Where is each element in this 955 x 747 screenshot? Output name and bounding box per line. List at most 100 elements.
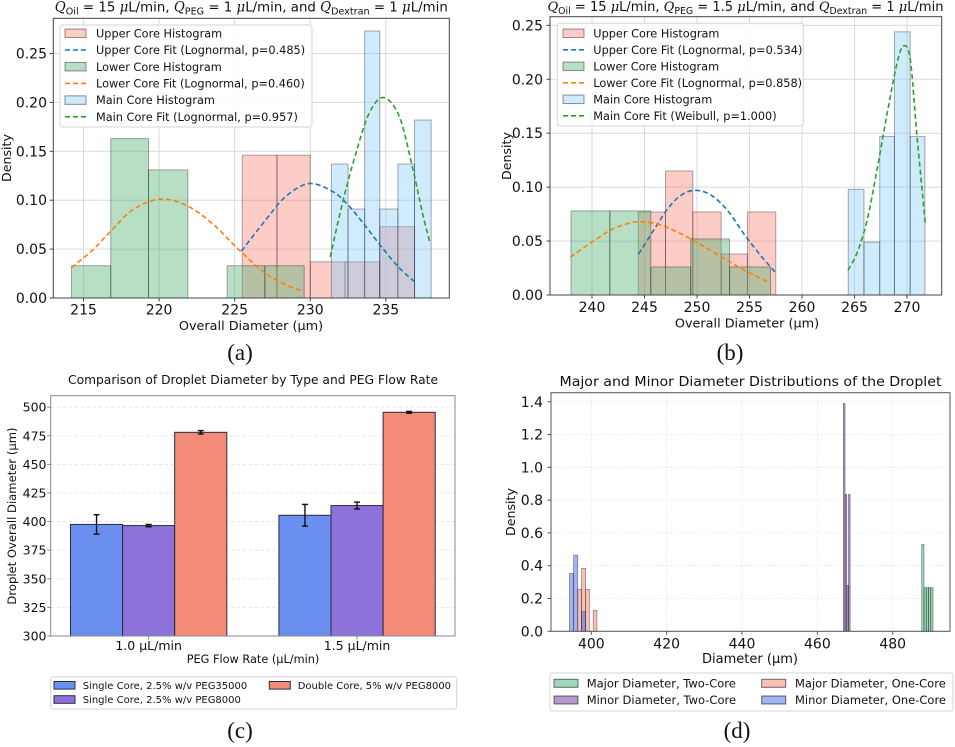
y-tick-label: 475 (23, 428, 47, 443)
bar (122, 525, 176, 637)
x-tick-label: 270 (894, 300, 921, 316)
y-axis: 300 325 350 375 400 425 450 475 500 (23, 400, 51, 644)
y-tick-label: 0.05 (16, 242, 47, 258)
y-tick-label: 0.10 (512, 180, 543, 196)
x-tick-label: 250 (684, 300, 711, 316)
x-tick-label: 255 (736, 300, 763, 316)
legend-label: Major Diameter, One-Core (795, 676, 946, 690)
y-tick-label: 0.15 (512, 126, 543, 142)
histogram-bar (585, 588, 590, 632)
histogram-bar (847, 188, 865, 296)
legend-patch (64, 28, 87, 39)
legend-item: Main Core Fit (Weibull, p=1.000) (563, 110, 777, 123)
fit-curve (569, 220, 771, 284)
title-segment: = 1 (867, 0, 899, 15)
bar-series-2 (174, 410, 436, 637)
x-tick-label: 235 (372, 303, 399, 319)
panel-caption: (b) (717, 340, 744, 365)
y-tick-label: 1.0 (521, 460, 543, 476)
legend-label: Lower Core Histogram (96, 61, 222, 74)
error-bar (93, 514, 100, 535)
y-axis: 0.00 0.05 0.10 0.15 0.20 0.25 (16, 47, 54, 307)
histogram-series (70, 138, 305, 299)
x-tick-label: 245 (631, 300, 658, 316)
chart-title: Comparison of Droplet Diameter by Type a… (68, 373, 438, 387)
histogram-bar (226, 265, 266, 299)
axes-frame (549, 16, 943, 296)
legend: Major Diameter, Two-Core Minor Diameter, … (549, 672, 954, 712)
histogram-bar (344, 261, 381, 299)
histogram-bar (848, 494, 851, 632)
legend-label: Main Core Histogram (96, 94, 215, 107)
legend-label: Single Core, 2.5% w/v PEG8000 (83, 695, 241, 706)
legend-patch (268, 681, 291, 690)
y-tick-label: 450 (23, 457, 47, 472)
x-tick-label: 260 (789, 300, 816, 316)
histogram-bar (637, 211, 667, 296)
axes-frame (550, 392, 951, 632)
title-segment: L/min, and (746, 0, 819, 15)
title-segment: L/min, (128, 0, 174, 16)
x-axis: 240 245 250 255 260 265 270 (579, 295, 921, 316)
title-subscript: PEG (185, 7, 204, 18)
title-segment: Q (548, 0, 559, 15)
legend-label: Lower Core Fit (Lognormal, p=0.858) (593, 77, 802, 90)
y-tick-label: 1.4 (521, 395, 543, 411)
title-subscript: Dextran (331, 7, 370, 18)
y-tick-label: 0.20 (16, 95, 47, 111)
x-axis-label: Overall Diameter (µm) (179, 319, 323, 334)
title-segment: μ (120, 0, 129, 16)
title-subscript: Dextran (830, 6, 868, 17)
title-segment: μ (237, 0, 246, 16)
y-tick-label: 0.00 (512, 288, 543, 304)
panel-caption: (c) (227, 718, 253, 743)
chart-title: QOil = 15 μL/min, QPEG = 1.5 μL/min, and… (548, 0, 944, 17)
panel-b: 240 245 250 255 260 265 270 0.00 0.05 0.10 0.15 0.2… (499, 0, 944, 365)
histogram-bar (569, 573, 574, 632)
legend-label: Single Core, 2.5% w/v PEG35000 (83, 681, 248, 692)
legend-item: Lower Core Histogram (562, 60, 719, 73)
y-tick-label: 0.05 (512, 234, 543, 250)
bar (69, 523, 124, 637)
legend-patch (562, 61, 585, 72)
y-tick-label: 0.8 (521, 493, 543, 509)
data-marks (70, 30, 432, 299)
x-tick-label: 220 (146, 303, 173, 319)
bar (278, 514, 332, 637)
y-axis-label: Density (499, 132, 514, 180)
histogram-bar (573, 554, 579, 632)
y-tick-label: 325 (23, 600, 47, 615)
title-segment: μ (737, 0, 745, 15)
panel-caption: (a) (227, 340, 253, 365)
legend-label: Double Core, 5% w/v PEG8000 (298, 681, 451, 692)
legend-patch (761, 678, 787, 688)
legend: Single Core, 2.5% w/v PEG35000 Single Cor… (50, 676, 458, 710)
legend-label: Lower Core Histogram (593, 60, 719, 73)
legend-frame (59, 24, 313, 128)
x-axis: 215 220 225 230 235 (70, 298, 399, 319)
title-segment: L/min (411, 0, 448, 16)
bar (330, 505, 384, 637)
x-axis: 1.0 µL/min 1.5 µL/min (115, 636, 390, 653)
histogram-series (241, 154, 416, 299)
x-tick-label: 1.0 µL/min (115, 638, 182, 653)
y-tick-label: 350 (23, 571, 47, 586)
legend-item: Major Diameter, Two-Core (553, 676, 736, 690)
histogram-bar (70, 265, 112, 299)
legend-patch (64, 61, 87, 72)
y-tick-label: 0.25 (512, 18, 543, 34)
legend-patch (553, 695, 579, 705)
x-tick-label: 240 (579, 300, 606, 316)
title-segment: = 1.5 (693, 0, 737, 15)
x-tick-label: 230 (297, 303, 324, 319)
y-tick-label: 425 (23, 485, 47, 500)
data-marks (569, 31, 927, 296)
title-segment: = 1 (370, 0, 402, 16)
legend-label: Main Core Fit (Weibull, p=1.000) (593, 110, 776, 123)
histogram-bar (347, 208, 366, 299)
x-tick-label: 1.5 µL/min (324, 638, 391, 653)
title-segment: = 1 (204, 0, 236, 16)
histogram-bar (148, 169, 189, 299)
title-segment: = 15 (571, 0, 611, 15)
